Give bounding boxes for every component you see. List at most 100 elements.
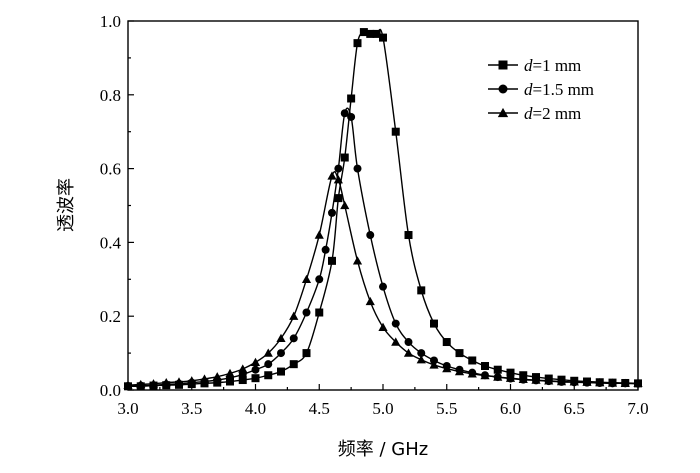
legend-label: d=1.5 mm (524, 80, 594, 99)
series-1-point (315, 308, 324, 317)
series-2-point (251, 365, 260, 374)
series-1-point (302, 349, 311, 358)
series-3-point (518, 374, 528, 383)
plot-area-frame (127, 20, 639, 391)
x-tick-label: 6.0 (500, 399, 521, 418)
series-3-point (263, 348, 273, 357)
series-3-point (595, 378, 605, 387)
series-3-point (454, 366, 465, 376)
legend-marker (498, 84, 508, 94)
series-layer (123, 28, 643, 391)
series-1-point (391, 127, 400, 136)
y-tick-label: 0.6 (100, 160, 121, 179)
legend-entry-3: d=2 mm (488, 104, 581, 123)
series-3-point (289, 311, 299, 320)
series-3-point (187, 376, 197, 385)
y-tick-label: 1.0 (100, 12, 121, 31)
series-2-point (417, 349, 426, 358)
series-3-point (378, 322, 388, 331)
series-2-point (366, 231, 375, 240)
legend-entry-1: d=1 mm (488, 56, 581, 75)
series-2-point (328, 208, 336, 217)
series-3-point (416, 355, 426, 364)
x-tick-label: 6.5 (564, 399, 585, 418)
legend-label-variable: d (524, 56, 533, 75)
series-3 (123, 171, 643, 389)
series-1-point (347, 94, 356, 103)
series-2-line (127, 107, 639, 387)
x-tick-label: 3.0 (117, 399, 138, 418)
x-tick-label: 3.5 (181, 399, 202, 418)
legend-label: d=1 mm (524, 56, 581, 75)
series-3-point (391, 337, 401, 346)
series-3-point (250, 357, 261, 367)
legend-label-value: =2 mm (533, 104, 582, 123)
legend-label-variable: d (524, 104, 533, 123)
series-1-point (340, 153, 349, 162)
legend-label: d=2 mm (524, 104, 581, 123)
series-3-point (442, 363, 452, 373)
series-1-point (238, 376, 247, 385)
series-1-point (417, 286, 426, 295)
series-3-point (327, 171, 337, 180)
series-3-point (505, 373, 516, 382)
series-3-point (569, 377, 579, 386)
x-tick-label: 4.0 (245, 399, 266, 418)
series-3-point (136, 379, 146, 389)
series-1-point (289, 360, 298, 369)
series-3-point (480, 371, 490, 380)
y-axis-label: 透波率 (56, 178, 77, 232)
series-2-point (264, 360, 273, 369)
series-3-point (352, 256, 363, 265)
series-2-point (391, 319, 400, 328)
x-tick-label: 4.5 (309, 399, 330, 418)
series-3-point (403, 348, 414, 357)
series-3-point (467, 369, 477, 378)
series-1-point (359, 28, 368, 37)
series-3-point (199, 374, 210, 383)
series-1-point (277, 367, 285, 376)
series-3-point (212, 372, 222, 381)
series-3-point (607, 378, 618, 387)
series-2-point (289, 334, 298, 343)
series-3-point (531, 375, 541, 384)
series-3-point (556, 376, 567, 386)
legend-marker (498, 60, 508, 70)
series-3-point (340, 200, 350, 210)
series-2-point (321, 245, 330, 254)
series-3-point (238, 364, 248, 373)
series-3-point (301, 274, 312, 283)
series-3-point (174, 377, 184, 386)
legend-label-value: =1 mm (533, 56, 582, 75)
series-1-point (334, 194, 343, 203)
series-1-point (493, 365, 502, 374)
series-3-point (276, 333, 286, 343)
series-3-point (161, 378, 171, 387)
axis-ticks: 3.0 3.5 4.0 4.5 5.0 5.5 6.0 6.5 7.0 0.0 0.2 0.4 0.6 0… (100, 12, 649, 418)
legend-entry-2: d=1.5 mm (488, 80, 594, 99)
series-1-point (264, 371, 273, 380)
series-1-point (506, 368, 515, 377)
series-1-point (251, 374, 260, 383)
series-2-point (277, 349, 285, 358)
legend-label-value: =1.5 mm (533, 80, 595, 99)
series-1-point (404, 231, 413, 240)
series-2-point (334, 164, 343, 173)
series-3-point (582, 377, 592, 386)
x-tick-label: 5.0 (372, 399, 393, 418)
series-3-point (365, 296, 375, 306)
series-2-point (404, 338, 413, 347)
series-1-point (353, 39, 362, 48)
series-1-point (481, 362, 489, 371)
legend-marker (497, 107, 509, 118)
x-axis-label: 频率 / GHz (338, 439, 428, 460)
y-tick-label: 0.4 (100, 233, 122, 252)
series-1-point (430, 319, 438, 328)
y-tick-label: 0.0 (100, 381, 121, 400)
series-2-point (353, 164, 362, 173)
series-3-point (544, 376, 554, 385)
series-1-point (468, 356, 477, 365)
series-2-point (340, 109, 349, 118)
series-3-point (314, 230, 324, 239)
